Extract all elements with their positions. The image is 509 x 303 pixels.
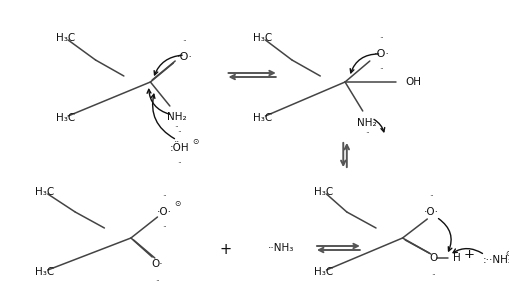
Text: ··: ·· [379, 34, 384, 43]
Text: H₃C: H₃C [314, 187, 333, 197]
Text: ··: ·· [175, 123, 179, 132]
Text: ·O·: ·O· [177, 52, 193, 62]
Text: O·: O· [152, 259, 163, 269]
Text: ··: ·· [177, 159, 182, 168]
Text: OH: OH [405, 77, 421, 87]
Text: +: + [219, 242, 232, 258]
Text: ·O·: ·O· [157, 207, 172, 217]
Text: O: O [430, 253, 438, 263]
Text: ··: ·· [365, 129, 370, 138]
Text: H₃C: H₃C [314, 267, 333, 277]
Text: ⊙: ⊙ [175, 199, 181, 208]
Text: ⊙: ⊙ [505, 248, 509, 258]
Text: NH₂: NH₂ [357, 118, 377, 128]
Text: :··NH₂: :··NH₂ [483, 255, 509, 265]
Text: ··: ·· [379, 65, 384, 74]
Text: ··: ·· [155, 277, 160, 286]
Text: ··: ·· [183, 37, 187, 46]
Text: ··: ·· [431, 271, 436, 280]
Text: ··: ·· [162, 223, 167, 232]
Text: ·O·: ·O· [373, 49, 389, 59]
Text: ··NH₃: ··NH₃ [268, 243, 294, 253]
Text: NH₂: NH₂ [167, 112, 187, 122]
Text: H₃C: H₃C [56, 113, 75, 123]
Text: ·O·: ·O· [424, 207, 439, 217]
Text: ··: ·· [162, 192, 167, 201]
Text: H: H [453, 253, 461, 263]
Text: :ÖH: :ÖH [170, 143, 189, 153]
Text: H₃C: H₃C [36, 187, 54, 197]
Text: ⊙: ⊙ [192, 136, 199, 145]
Text: H₃C: H₃C [56, 33, 75, 43]
Text: ··: ·· [177, 128, 182, 137]
Text: ··: ·· [430, 192, 434, 201]
Text: H₃C: H₃C [36, 267, 54, 277]
Text: +: + [463, 248, 474, 261]
Text: H₃C: H₃C [253, 113, 272, 123]
Text: H₃C: H₃C [253, 33, 272, 43]
